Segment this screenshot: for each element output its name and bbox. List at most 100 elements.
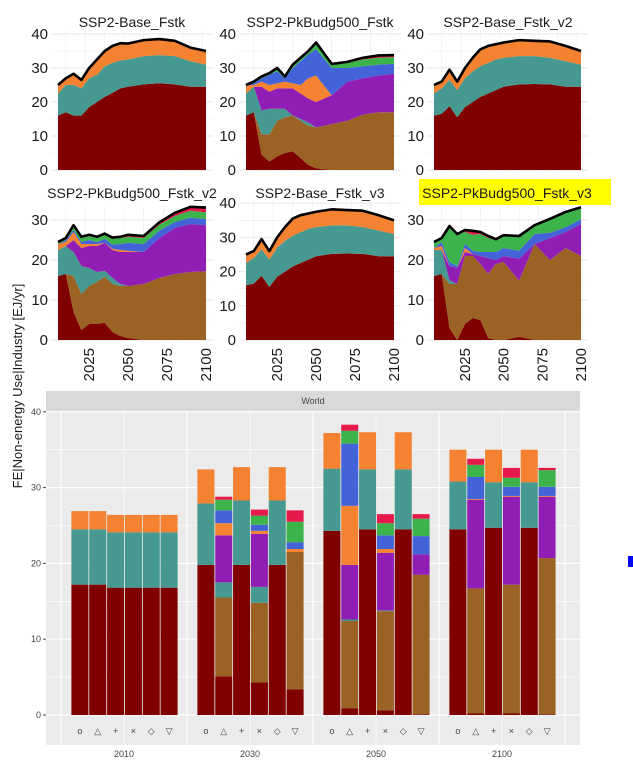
- x-tick-label: 2075: [347, 348, 364, 381]
- total-line: [57, 37, 207, 86]
- bar-segment: [467, 498, 485, 500]
- bar-segment: [215, 597, 233, 677]
- bar-segment: [376, 611, 394, 711]
- bar-segment: [359, 529, 377, 715]
- y-tick-label: 30: [407, 212, 424, 229]
- bar-segment: [394, 529, 412, 715]
- bar-segment: [538, 558, 556, 715]
- bar-segment: [89, 584, 107, 715]
- bar-segment: [215, 523, 233, 536]
- bar-segment: [412, 514, 430, 519]
- bar-segment: [250, 602, 268, 683]
- facet-2010: o △ + × ◇ ▽ 2010: [71, 511, 178, 759]
- bar-segment: [502, 496, 520, 585]
- y-tick-label: 30: [31, 60, 48, 77]
- scenario-marker: ×: [131, 726, 136, 736]
- bar-segment: [286, 689, 304, 715]
- scenario-marker: o: [203, 726, 208, 736]
- scenario-marker: ×: [257, 726, 262, 736]
- scenario-marker: △: [346, 726, 353, 736]
- bar-segment: [89, 511, 107, 530]
- bar-segment: [376, 552, 394, 611]
- scenario-area-panels: SSP2-Base_Fstk010203040SSP2-PkBudg500_Fs…: [31, 14, 611, 381]
- scenario-marker: o: [77, 726, 82, 736]
- y-tick-label: 0: [416, 332, 424, 349]
- bar-segment: [341, 564, 359, 620]
- bar-segment: [467, 499, 485, 589]
- area-panel: SSP2-PkBudg500_Fstk 0 10 20 30 40: [219, 14, 401, 179]
- scenario-marker: +: [239, 726, 244, 736]
- y-tick-label: 10: [219, 298, 236, 315]
- panel-title: SSP2-Base_Fstk_v2: [443, 14, 572, 30]
- y-tick-label: 20: [407, 252, 424, 269]
- y-tick-label: 10: [407, 128, 424, 145]
- bar-segment: [142, 532, 160, 588]
- facet-strip-label: World: [301, 396, 324, 406]
- bar-segment: [286, 510, 304, 522]
- y-tick-label: 20: [219, 264, 236, 281]
- bar-segment: [215, 535, 233, 583]
- area-layer: [58, 224, 206, 286]
- bar-segment: [502, 477, 520, 487]
- panel-title: SSP2-PkBudg500_Fstk_v2: [47, 185, 217, 201]
- y-tick-label: 20: [219, 94, 236, 111]
- bar-segment: [323, 530, 341, 715]
- bar-segment: [250, 509, 268, 516]
- bar-segment: [233, 500, 251, 565]
- scenario-marker: +: [113, 726, 118, 736]
- area-layer: [434, 207, 581, 242]
- bar-segment: [250, 533, 268, 587]
- bar-segment: [124, 532, 142, 588]
- area-layer: [434, 274, 581, 340]
- total-line: [57, 205, 207, 244]
- bar-segment: [107, 587, 125, 715]
- bar-segment: [142, 514, 160, 533]
- bar-segment: [485, 449, 503, 483]
- bar-segment: [197, 564, 215, 715]
- bar-segment: [323, 468, 341, 531]
- bar-segment: [467, 588, 485, 714]
- y-tick-label: 10: [31, 292, 48, 309]
- bar-segment: [359, 469, 377, 530]
- y-tick-label: 10: [31, 634, 41, 644]
- facet-2050: o △ + × ◇ ▽ 2050: [323, 424, 430, 759]
- bar-segment: [449, 529, 467, 715]
- legend-partial-marker: [628, 556, 633, 567]
- area-panel: SSP2-Base_Fstk 0 10 20 30 40: [31, 14, 213, 179]
- y-tick-label: 0: [228, 162, 236, 179]
- bar-segment: [286, 542, 304, 549]
- bar-segment: [341, 619, 359, 622]
- total-line: [245, 208, 395, 256]
- scenario-marker: ◇: [274, 726, 281, 736]
- y-tick-label: 40: [31, 407, 41, 417]
- bar-segment: [89, 529, 107, 585]
- bar-segment: [197, 503, 215, 565]
- bar-segment: [376, 535, 394, 549]
- area-layer: [58, 206, 206, 242]
- bar-segment: [502, 584, 520, 714]
- scenario-marker: △: [472, 726, 479, 736]
- y-tick-label: 40: [31, 26, 48, 43]
- area-layer: [58, 217, 206, 252]
- scenario-marker: △: [94, 726, 101, 736]
- bar-segment: [538, 496, 556, 559]
- y-tick-label: 30: [407, 60, 424, 77]
- bar-segment: [160, 514, 178, 533]
- bar-segment: [124, 514, 142, 533]
- bar-segment: [538, 495, 556, 497]
- y-axis-label: FE|Non-energy Use|Industry [EJ/yr]: [10, 284, 25, 489]
- bar-segment: [341, 621, 359, 709]
- bar-segment: [160, 587, 178, 715]
- bar-segment: [268, 467, 286, 501]
- y-tick-label: 0: [416, 162, 424, 179]
- bar-segment: [412, 714, 430, 715]
- bar-segment: [467, 476, 485, 499]
- area-layer: [246, 225, 394, 287]
- x-tick-label: 2025: [269, 348, 286, 381]
- bar-segment: [268, 500, 286, 565]
- bar-segment: [323, 433, 341, 469]
- bar-segment: [215, 510, 233, 524]
- x-tick-label: 2025: [457, 348, 474, 381]
